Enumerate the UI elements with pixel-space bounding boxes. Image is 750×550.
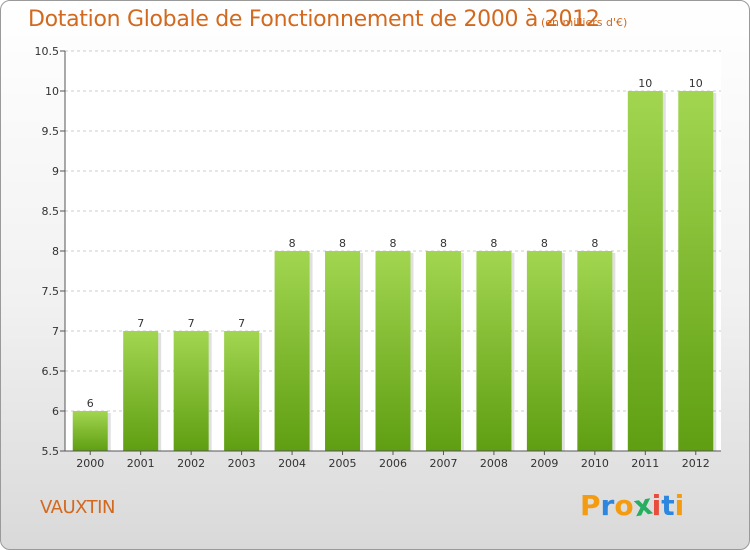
x-tick-label: 2012 [682,457,710,470]
x-tick-label: 2001 [127,457,155,470]
chart-subtitle: (en milliers d'€) [541,16,628,29]
x-tick-label: 2003 [228,457,256,470]
data-label: 8 [490,237,497,250]
data-labels: 6 7 7 7 8 8 8 8 8 8 8 10 10 [87,77,703,410]
logo-letter: o [614,489,634,522]
x-tick-label: 2006 [379,457,407,470]
data-label: 8 [339,237,346,250]
bar-2010 [577,251,613,451]
y-tick-label: 8 [52,245,59,258]
y-tick-label: 6.5 [42,365,60,378]
x-tick-label: 2004 [278,457,306,470]
data-label: 6 [87,397,94,410]
logo-letter: P [580,489,601,522]
commune-name: VAUXTIN [40,497,115,518]
bar-2003 [224,331,260,451]
y-tick-labels: 5.5 6 6.5 7 7.5 8 8.5 9 9.5 10 10.5 [35,45,60,458]
data-label: 7 [238,317,245,330]
x-tick-label: 2007 [429,457,457,470]
bar-2009 [526,251,562,451]
bar-2006 [375,251,411,451]
bars [72,91,717,451]
logo-letter: i [674,489,685,522]
y-tick-label: 9.5 [42,125,60,138]
x-tick-label: 2005 [329,457,357,470]
y-tick-label: 7 [52,325,59,338]
data-label: 10 [638,77,652,90]
data-label: 7 [188,317,195,330]
data-label: 8 [390,237,397,250]
bar-2011 [627,91,663,451]
x-tick-label: 2009 [530,457,558,470]
logo-letter: t [661,489,675,522]
y-tick-label: 5.5 [42,445,60,458]
x-tick-label: 2008 [480,457,508,470]
bar-2007 [425,251,461,451]
y-tick-label: 6 [52,405,59,418]
y-tick-label: 7.5 [42,285,60,298]
y-tick-label: 10.5 [35,45,60,58]
x-tick-label: 2010 [581,457,609,470]
bar-2002 [173,331,209,451]
data-label: 10 [689,77,703,90]
y-tick-label: 10 [45,85,59,98]
chart-title: Dotation Globale de Fonctionnement de 20… [28,7,600,32]
x-tick-label: 2002 [177,457,205,470]
bar-2001 [123,331,159,451]
proxiti-logo: Proxiti [580,488,685,524]
logo-letter: i [651,489,662,522]
bar-2005 [325,251,361,451]
bar-2008 [476,251,512,451]
axes [64,51,721,452]
y-tick-label: 8.5 [42,205,60,218]
bar-2012 [678,91,714,451]
x-tick-labels: 2000 2001 2002 2003 2004 2005 2006 2007 2008 2009… [76,457,710,470]
data-label: 7 [137,317,144,330]
data-label: 8 [591,237,598,250]
y-tick-label: 9 [52,165,59,178]
bar-2004 [274,251,310,451]
logo-letter: r [600,489,615,522]
x-tick-label: 2000 [76,457,104,470]
x-tick-label: 2011 [631,457,659,470]
bar-2000 [72,411,108,451]
data-label: 8 [440,237,447,250]
data-label: 8 [289,237,296,250]
data-label: 8 [541,237,548,250]
